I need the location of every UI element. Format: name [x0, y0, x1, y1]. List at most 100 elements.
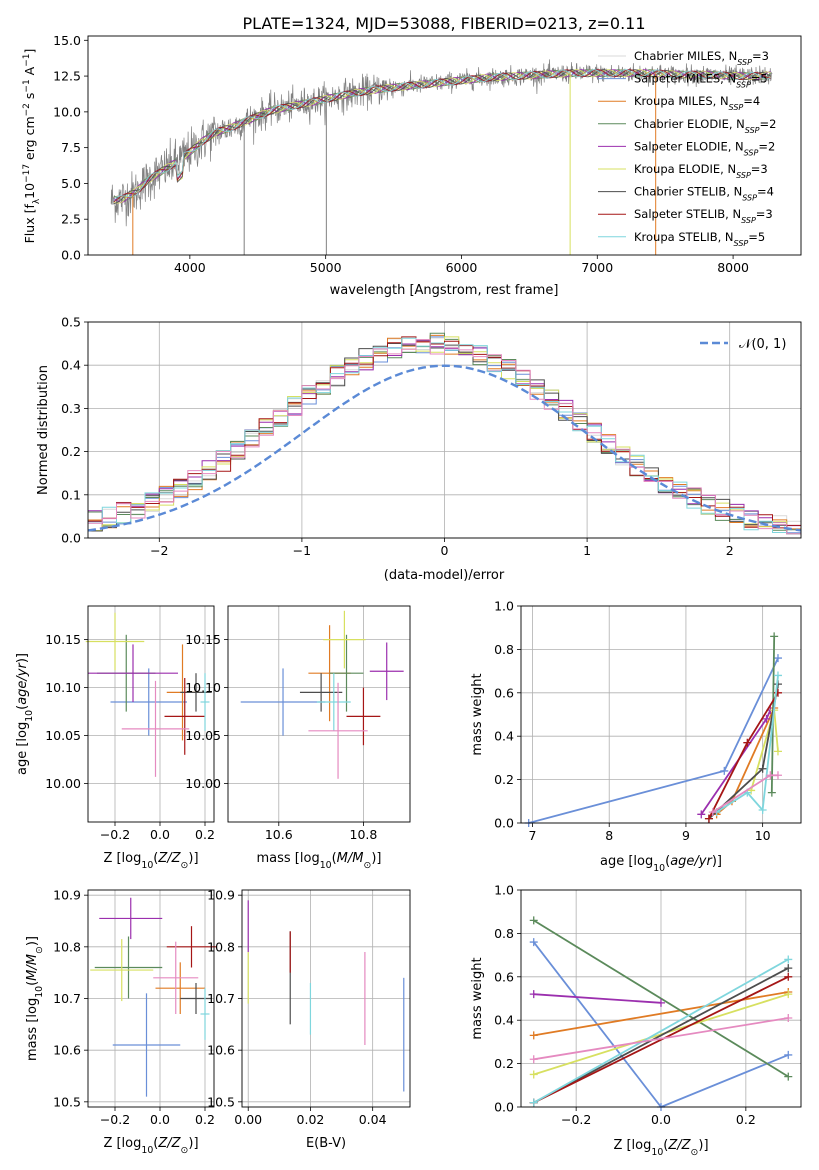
y-tick-label: 10.15 — [185, 632, 221, 647]
y-tick-label: 0.4 — [61, 358, 81, 373]
x-axis-label: wavelength [Angstrom, rest frame] — [330, 283, 559, 298]
point-marker — [529, 1031, 538, 1040]
y-tick-label: 10.00 — [185, 776, 221, 791]
y-tick-label: 10.9 — [53, 888, 81, 903]
series-line — [533, 993, 662, 1004]
x-tick-label: 0.00 — [234, 1112, 262, 1127]
series-line — [533, 975, 789, 1104]
series-line — [716, 675, 779, 813]
point-marker — [758, 805, 767, 814]
normal-reference-curve — [88, 364, 801, 532]
point-marker — [773, 771, 782, 780]
point-marker — [704, 814, 713, 823]
weight-vs-metallicity-plot: −0.2 0.0 0.2 0.0 0.2 0.4 0.6 0.8 1.0 mass weight Z… — [470, 883, 802, 1158]
y-tick-label: 0.0 — [494, 1100, 514, 1115]
x-axis-label: Z [log10(Z/Z⊙)] — [103, 1136, 198, 1156]
point-marker — [529, 1055, 538, 1064]
point-marker — [784, 964, 793, 973]
y-axis-label: Normed distribution — [36, 365, 51, 495]
y-tick-label: 10.8 — [207, 939, 235, 954]
series-line — [533, 958, 789, 1104]
x-tick-label: 0.0 — [150, 827, 170, 842]
x-tick-label: 10.6 — [265, 827, 293, 842]
x-tick-label: 0.04 — [359, 1112, 387, 1127]
axes-frame — [87, 889, 215, 1108]
y-tick-label: 10.9 — [207, 888, 235, 903]
y-axis-label: mass weight — [470, 957, 485, 1039]
residuals-histogram: −2 −1 0 1 2 0.0 0.1 0.2 0.3 0.4 0.5 Normed distribu… — [36, 315, 802, 583]
y-tick-label: 0.6 — [494, 969, 514, 984]
point-marker — [529, 938, 538, 947]
y-tick-label: 0.0 — [494, 816, 514, 831]
x-tick-label: 0.2 — [736, 1112, 756, 1127]
y-tick-label: 0.4 — [494, 729, 514, 744]
x-tick-label: 0.0 — [651, 1112, 671, 1127]
series-line — [533, 919, 789, 1078]
spectrum-plot: 4000 5000 6000 7000 8000 0.0 2.5 5.0 7.5 10.0 12.5… — [22, 33, 802, 298]
y-axis-label: mass [log10(M/M⊙)] — [25, 936, 45, 1061]
age-vs-metallicity-plot: −0.2 0.0 0.2 10.00 10.05 10.10 10.15 age [log10… — [15, 605, 215, 871]
y-tick-label: 10.10 — [185, 680, 221, 695]
point-marker — [708, 808, 717, 817]
series-line — [533, 967, 789, 1104]
x-tick-label: 7000 — [581, 260, 613, 275]
legend-label: 𝒩(0, 1) — [739, 337, 786, 352]
axes-frame — [520, 605, 802, 824]
y-tick-label: 0.3 — [61, 401, 81, 416]
x-tick-label: 5000 — [310, 260, 342, 275]
y-tick-label: 10.05 — [45, 728, 81, 743]
x-tick-label: 4000 — [174, 260, 206, 275]
x-tick-label: 8 — [605, 828, 613, 843]
x-tick-label: −1 — [293, 543, 311, 558]
spectrum-title: PLATE=1324, MJD=53088, FIBERID=0213, z=0… — [242, 14, 645, 33]
mass-vs-metallicity-plot: −0.2 0.0 0.2 10.5 10.6 10.7 10.8 10.9 mass [log1… — [25, 888, 217, 1156]
series-line — [533, 993, 789, 1076]
y-tick-label: 0.8 — [494, 926, 514, 941]
y-axis-label: age [log10(age/yr)] — [15, 653, 35, 775]
y-tick-label: 10.5 — [53, 1094, 81, 1109]
y-tick-label: 0.0 — [61, 248, 81, 263]
x-tick-label: 9 — [682, 828, 690, 843]
legend-label: Salpeter STELIB, NSSP=3 — [634, 207, 773, 225]
histogram-area — [88, 332, 801, 535]
y-tick-label: 0.2 — [494, 1056, 514, 1071]
series-line — [716, 707, 776, 815]
point-marker — [529, 916, 538, 925]
y-tick-label: 10.5 — [207, 1094, 235, 1109]
y-tick-label: 0.6 — [494, 685, 514, 700]
x-tick-label: −0.2 — [100, 1112, 130, 1127]
y-tick-label: 0.8 — [494, 642, 514, 657]
y-tick-label: 0.2 — [61, 444, 81, 459]
model-fit-line — [113, 69, 771, 199]
y-tick-label: 1.0 — [494, 883, 514, 898]
y-tick-label: 10.05 — [185, 728, 221, 743]
x-tick-label: 10 — [755, 828, 771, 843]
model-fit-line — [113, 69, 771, 204]
point-marker — [657, 998, 665, 1007]
y-tick-label: 10.10 — [45, 680, 81, 695]
point-marker — [784, 1014, 793, 1023]
y-tick-label: 10.7 — [53, 991, 81, 1006]
legend-label: Chabrier ELODIE, NSSP=2 — [634, 117, 776, 135]
axes-frame — [87, 321, 802, 539]
y-tick-label: 0.1 — [61, 487, 81, 502]
point-marker — [784, 990, 793, 999]
model-fit-line — [113, 69, 771, 203]
point-marker — [697, 810, 706, 819]
x-axis-label: E(B-V) — [306, 1136, 346, 1151]
point-marker — [784, 972, 793, 981]
x-tick-label: 0 — [441, 543, 449, 558]
y-tick-label: 10.8 — [53, 939, 81, 954]
y-tick-label: 10.00 — [45, 776, 81, 791]
axes-frame — [87, 35, 802, 256]
y-tick-label: 10.6 — [207, 1043, 235, 1058]
point-marker — [773, 671, 782, 680]
point-marker — [773, 654, 782, 663]
x-axis-label: (data-model)/error — [384, 568, 505, 583]
x-axis-label: age [log10(age/yr)] — [600, 854, 722, 874]
y-tick-label: 10.7 — [207, 991, 235, 1006]
point-marker — [529, 990, 538, 999]
series-line — [528, 657, 779, 824]
y-tick-label: 0.0 — [61, 531, 81, 546]
x-tick-label: 0.02 — [297, 1112, 325, 1127]
